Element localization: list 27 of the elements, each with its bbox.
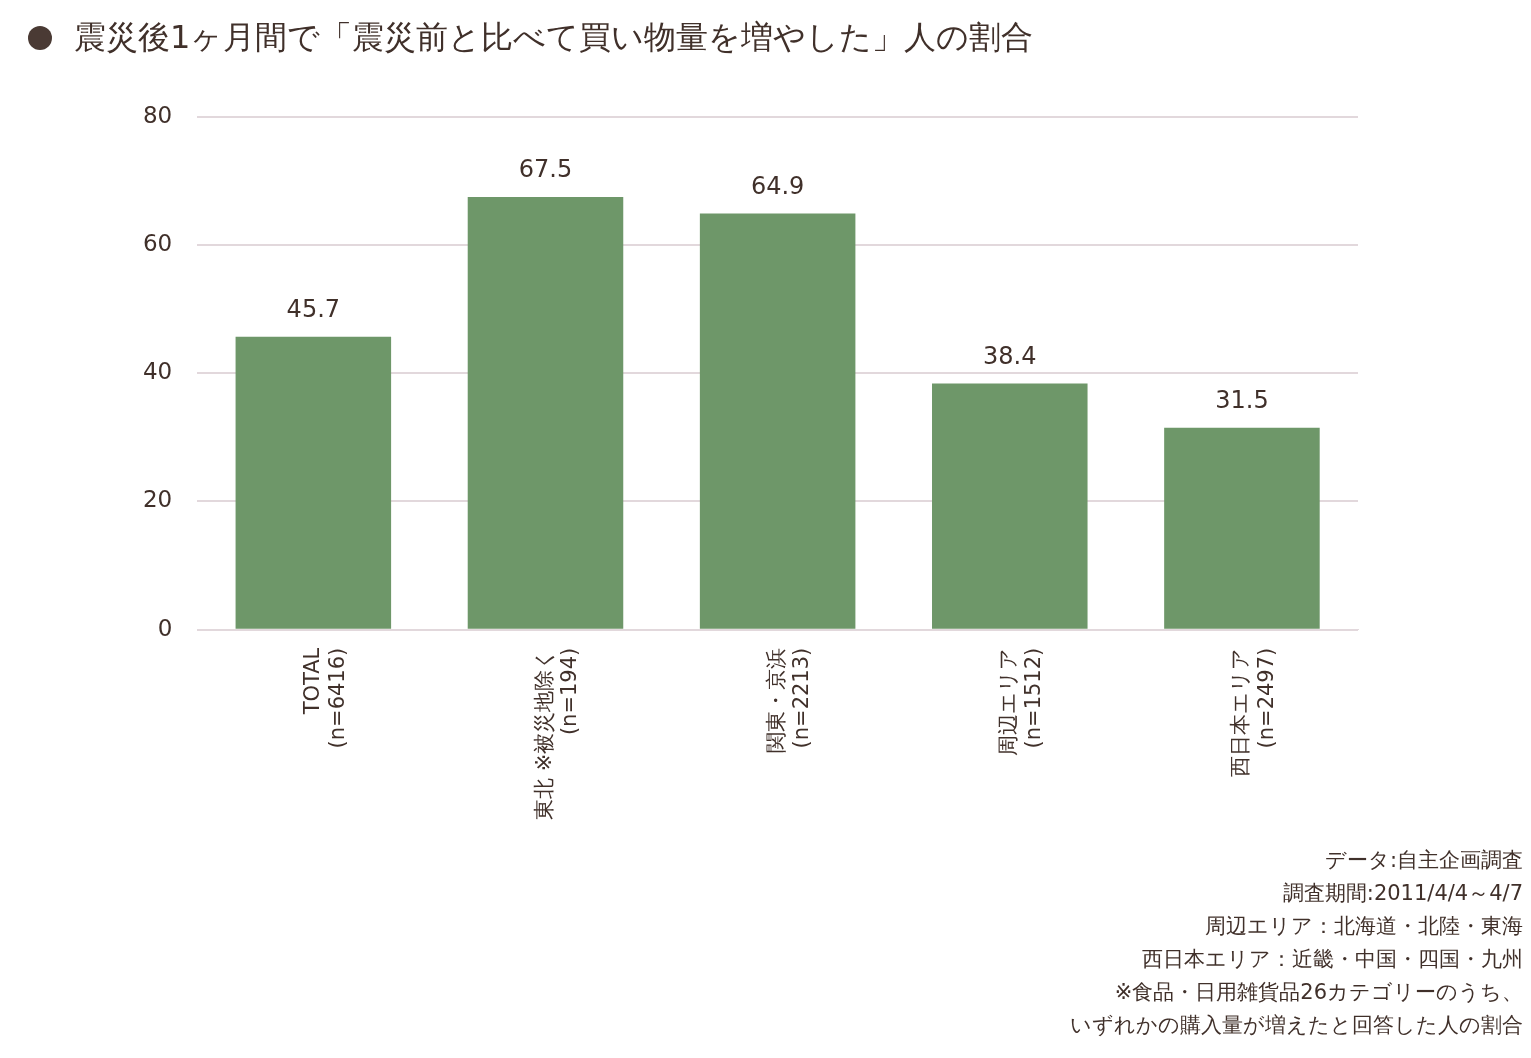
data-label: 67.5 xyxy=(518,155,573,184)
y-tick-label: 40 xyxy=(142,358,173,385)
y-tick-label: 20 xyxy=(142,486,173,513)
data-label: 45.7 xyxy=(286,294,341,323)
text: いずれかの購入量が増えたと回答した人の割合 xyxy=(1070,1012,1523,1039)
data-label: 31.5 xyxy=(1215,386,1269,414)
bar xyxy=(467,196,624,629)
text: データ:自主企画調査 xyxy=(1323,847,1523,874)
text: 調査期間:2011/4/4～4/7 xyxy=(1281,880,1523,907)
y-tick-label: 80 xyxy=(142,101,173,128)
data-label: 38.4 xyxy=(983,341,1037,370)
text: ※食品・日用雑貨品26カテゴリーのうち、 xyxy=(1113,979,1523,1006)
bar xyxy=(699,213,856,629)
bar xyxy=(932,383,1088,629)
text: 周辺エリア：北海道・北陸・東海 xyxy=(1204,913,1523,940)
x-tick-label: 関東・京浜 (n=2213) xyxy=(764,647,814,753)
y-tick-label: 0 xyxy=(157,614,173,641)
x-tick-label: TOTAL (n=6416) xyxy=(299,647,349,749)
x-tick-label: 周辺エリア (n=1512) xyxy=(996,647,1046,756)
text: 西日本エリア：近畿・中国・四国・九州 xyxy=(1141,946,1523,973)
chart-title: 震災後1ヶ月間で「震災前と比べて買い物量を増やした」人の割合 xyxy=(74,17,1034,58)
x-tick-label: 東北 ※被災地除く (n=194) xyxy=(531,647,582,821)
bar xyxy=(1164,427,1320,629)
bar xyxy=(235,336,392,629)
data-label: 64.9 xyxy=(750,171,805,200)
y-tick-label: 60 xyxy=(142,230,173,256)
x-tick-label: 西日本エリア (n=2497) xyxy=(1228,647,1278,777)
